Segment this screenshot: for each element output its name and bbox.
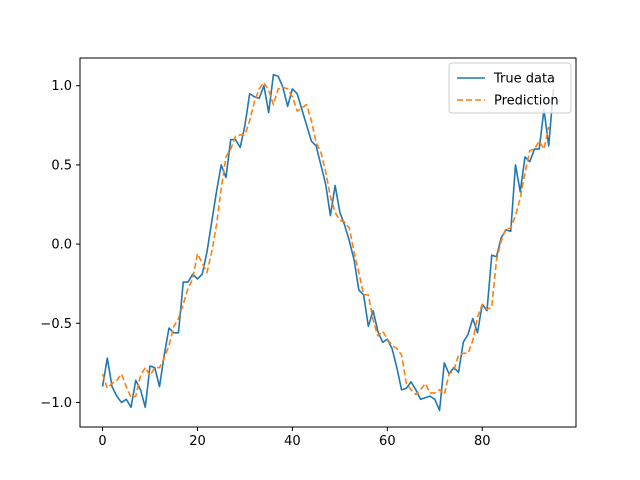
y-tick-label: −1.0 bbox=[40, 396, 72, 411]
series-line-prediction bbox=[101, 81, 550, 399]
x-tick-label: 20 bbox=[189, 434, 206, 449]
y-tick-label: 0.5 bbox=[51, 158, 72, 173]
y-tick-label: −0.5 bbox=[40, 317, 72, 332]
series-line-true-data bbox=[101, 73, 555, 412]
x-tick-label: 60 bbox=[379, 434, 396, 449]
x-tick-label: 0 bbox=[98, 434, 106, 449]
legend-label: Prediction bbox=[494, 94, 559, 109]
y-axis: −1.0 −0.5 0.0 0.5 1.0 bbox=[40, 79, 80, 411]
y-tick-label: 1.0 bbox=[51, 79, 72, 94]
legend-label: True data bbox=[493, 72, 555, 87]
x-tick-label: 40 bbox=[284, 434, 301, 449]
legend: True data Prediction bbox=[448, 62, 572, 114]
x-axis: 0 20 40 60 80 bbox=[98, 427, 491, 449]
plot-series bbox=[101, 73, 555, 412]
y-tick-label: 0.0 bbox=[51, 238, 72, 253]
x-tick-label: 80 bbox=[474, 434, 491, 449]
axes-frame bbox=[79, 57, 577, 428]
